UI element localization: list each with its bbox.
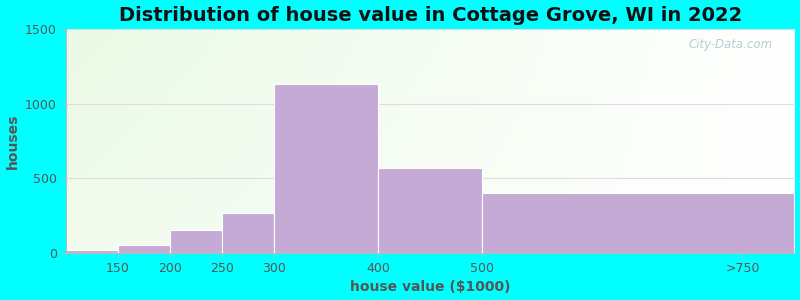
Bar xyxy=(118,244,170,253)
Bar xyxy=(222,212,274,253)
X-axis label: house value ($1000): house value ($1000) xyxy=(350,280,510,294)
Bar xyxy=(482,193,794,253)
Text: City-Data.com: City-Data.com xyxy=(689,38,773,51)
Bar xyxy=(170,230,222,253)
Bar xyxy=(274,84,378,253)
Title: Distribution of house value in Cottage Grove, WI in 2022: Distribution of house value in Cottage G… xyxy=(118,6,742,25)
Y-axis label: houses: houses xyxy=(6,113,19,169)
Bar xyxy=(66,250,118,253)
Bar xyxy=(378,168,482,253)
